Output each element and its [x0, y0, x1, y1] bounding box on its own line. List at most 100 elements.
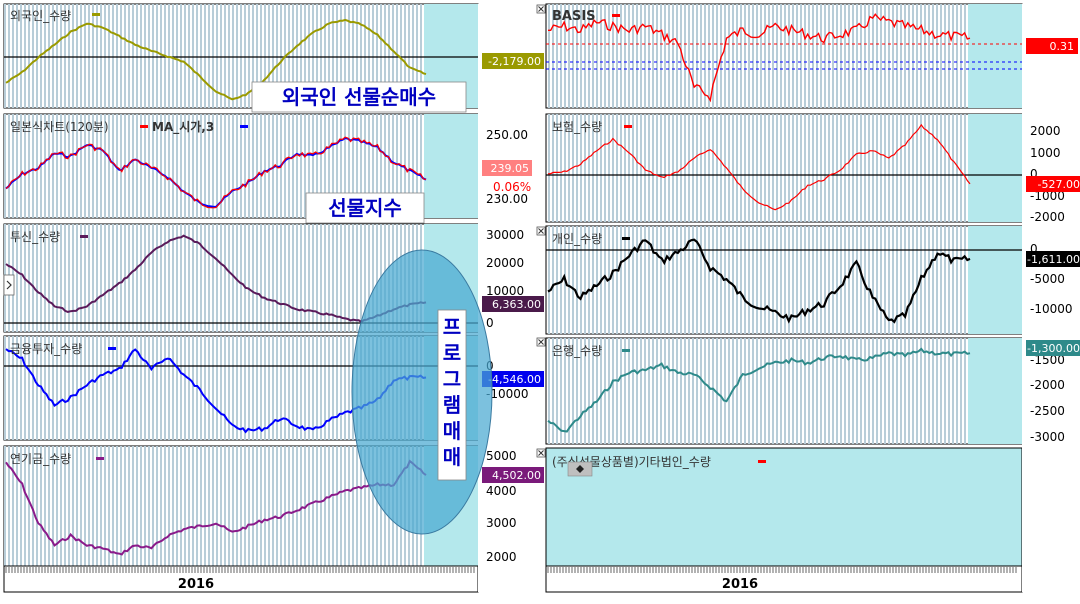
series-line-insurance: [547, 123, 971, 211]
year-label-left: 2016: [178, 577, 214, 592]
svg-text:-2,179.00: -2,179.00: [488, 55, 541, 68]
y-tick-label: 5000: [486, 449, 517, 463]
svg-text:그: 그: [443, 367, 461, 391]
legend-marker-bank: [622, 349, 630, 352]
value-badge-foreign: -2,179.00: [482, 53, 544, 69]
series-line-pension: [5, 459, 427, 556]
change-label-japan: 0.06%: [493, 180, 531, 194]
y-axis-column-right: [1022, 4, 1080, 592]
y-tick-label: -10000: [1030, 302, 1073, 316]
series-line-individual: [547, 238, 971, 324]
year-label-right: 2016: [722, 577, 758, 592]
y-tick-label: -5000: [1030, 272, 1065, 286]
y-tick-label: -2000: [1030, 378, 1065, 392]
y-tick-label: 230.00: [486, 192, 528, 206]
y-tick-label: 0: [1030, 167, 1038, 181]
legend-marker-ma: [240, 125, 248, 128]
legend-marker-other: [758, 460, 766, 463]
close-icon[interactable]: [536, 4, 546, 14]
annotation-foreign-futures: 외국인 선물순매수: [251, 81, 467, 113]
y-tick-label: 3000: [486, 516, 517, 530]
title-japan: 일본식차트(120분): [10, 120, 109, 134]
close-icon[interactable]: [536, 448, 546, 458]
panel-pension: [3, 445, 479, 567]
svg-text:239.05: 239.05: [491, 162, 530, 175]
series-line-basis: [548, 13, 971, 103]
legend-marker-foreign: [92, 13, 100, 16]
title-insurance: 보험_수량: [552, 120, 602, 134]
svg-text:0.31: 0.31: [1050, 40, 1075, 53]
series-line-bank: [547, 347, 971, 433]
y-tick-label: 2000: [1030, 124, 1061, 138]
legend-marker-insurance: [624, 125, 632, 128]
y-tick-label: 0: [486, 316, 494, 330]
svg-text:-4,546.00: -4,546.00: [488, 373, 541, 386]
value-badge-insurance: -527.00: [1026, 176, 1080, 192]
program-trading-ellipse: [351, 249, 493, 535]
series-line-trust: [5, 234, 427, 324]
svg-text:매: 매: [443, 419, 461, 443]
ma-label-japan: MA_시가,3: [152, 119, 214, 135]
title-individual: 개인_수량: [552, 232, 602, 246]
y-tick-label: -2500: [1030, 404, 1065, 418]
annotation-futures-index: 선물지수: [305, 192, 425, 224]
svg-text:선물지수: 선물지수: [328, 196, 402, 220]
title-basis: BASIS: [552, 9, 596, 24]
title-foreign: 외국인_수량: [10, 9, 71, 23]
svg-text:매: 매: [443, 445, 461, 469]
panel-other: [545, 447, 1023, 567]
y-tick-label: 0: [1030, 242, 1038, 256]
svg-text:-1,300.00: -1,300.00: [1027, 342, 1080, 355]
y-tick-label: 30000: [486, 228, 524, 242]
svg-text:4,502.00: 4,502.00: [492, 469, 541, 482]
legend-marker-fininv: [108, 347, 116, 350]
value-badge-japan: 239.05: [482, 160, 532, 176]
svg-text:-1,611.00: -1,611.00: [1027, 253, 1080, 266]
title-fininv: 금융투자_수량: [10, 342, 82, 356]
svg-text:램: 램: [443, 393, 461, 417]
close-icon[interactable]: [536, 226, 546, 236]
y-tick-label: -2000: [1030, 210, 1065, 224]
close-icon[interactable]: [536, 337, 546, 347]
svg-text:프: 프: [443, 315, 461, 339]
annotation-program-trading: 프 로 그 램 매 매: [437, 309, 467, 481]
y-tick-label: 10000: [486, 284, 524, 298]
svg-text:6,363.00: 6,363.00: [492, 298, 541, 311]
value-badge-individual: -1,611.00: [1026, 251, 1080, 267]
panel-insurance: [545, 113, 1023, 223]
svg-text:로: 로: [443, 341, 461, 365]
legend-marker-pension: [96, 457, 104, 460]
series-line-japan: [5, 136, 427, 209]
y-tick-label: 1000: [1030, 146, 1061, 160]
x-axis-right: 2016: [545, 565, 1023, 593]
y-tick-label: 2000: [486, 550, 517, 564]
y-tick-label: -1000: [1030, 189, 1065, 203]
title-pension: 연기금_수량: [10, 452, 71, 466]
value-badge-basis: 0.31: [1026, 38, 1078, 54]
value-badge-trust: 6,363.00: [482, 296, 544, 312]
x-axis-left: 2016: [3, 565, 479, 593]
value-badge-fininv: -4,546.00: [482, 371, 544, 387]
legend-marker-individual: [622, 237, 630, 240]
y-tick-label: -3000: [1030, 430, 1065, 444]
value-badge-bank: -1,300.00: [1026, 340, 1080, 356]
y-tick-label: 250.00: [486, 128, 528, 142]
legend-marker-trust: [80, 235, 88, 238]
y-tick-label: -10000: [486, 387, 529, 401]
panel-basis: [545, 3, 1023, 109]
svg-text:외국인 선물순매수: 외국인 선물순매수: [282, 85, 436, 109]
title-trust: 투신_수량: [10, 230, 60, 244]
svg-text:-527.00: -527.00: [1038, 178, 1080, 191]
series-line-foreign: [5, 18, 427, 101]
title-bank: 은행_수량: [552, 343, 602, 358]
legend-marker-japan: [140, 125, 148, 128]
legend-marker-basis: [612, 14, 620, 17]
value-badge-pension: 4,502.00: [482, 467, 544, 483]
y-tick-label: 20000: [486, 256, 524, 270]
expand-arrow-icon[interactable]: [3, 274, 15, 296]
panel-bank: [545, 337, 1023, 445]
y-tick-label: 4000: [486, 484, 517, 498]
scroll-arrows-icon[interactable]: [567, 461, 593, 477]
y-tick-label: -1500: [1030, 353, 1065, 367]
